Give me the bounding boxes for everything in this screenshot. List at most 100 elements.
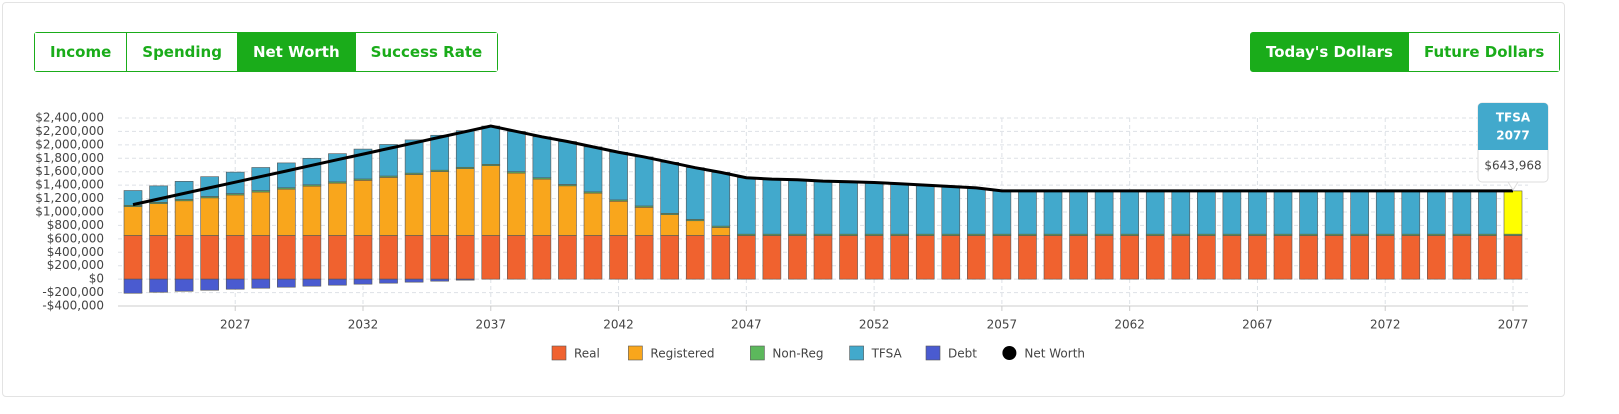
bar-segment xyxy=(353,235,373,280)
y-tick-label: $1,200,000 xyxy=(35,191,104,205)
bar-segment xyxy=(277,278,296,288)
bar-segment xyxy=(737,177,756,235)
bar-segment xyxy=(174,181,194,200)
x-tick-label: 2062 xyxy=(1114,318,1145,332)
bar-segment xyxy=(1452,190,1472,235)
bar-segment xyxy=(1145,235,1165,280)
bar-segment xyxy=(225,235,245,280)
y-tick-label: $1,400,000 xyxy=(35,178,104,192)
bar-segment xyxy=(685,235,705,280)
bar-segment xyxy=(455,235,475,280)
legend-marker xyxy=(628,345,643,361)
y-tick-label: $2,200,000 xyxy=(35,124,104,138)
bar-segment xyxy=(200,235,219,280)
x-tick-label: 2072 xyxy=(1370,318,1401,332)
y-tick-label: $800,000 xyxy=(47,218,104,232)
legend-marker xyxy=(1002,346,1017,360)
y-tick-label: $600,000 xyxy=(47,231,104,245)
bar-segment xyxy=(1273,190,1293,235)
bar-segment xyxy=(737,235,756,280)
bar-segment xyxy=(839,235,858,280)
bar-segment xyxy=(302,157,322,186)
bar-segment xyxy=(711,172,731,227)
bar-segment xyxy=(583,192,603,236)
x-tick-label: 2057 xyxy=(987,318,1018,332)
bar-segment xyxy=(225,278,245,290)
bar-segment xyxy=(1273,235,1293,280)
legend-label: Registered xyxy=(650,347,714,361)
bar-segment xyxy=(634,207,654,236)
bar-segment xyxy=(558,235,577,280)
bar-segment xyxy=(200,197,219,236)
bar-segment xyxy=(455,278,475,281)
x-tick-label: 2027 xyxy=(220,318,251,332)
toggle-button[interactable]: Spending xyxy=(126,33,237,71)
bar-segment xyxy=(379,177,398,236)
bar-segment xyxy=(328,235,347,280)
bar-segment xyxy=(762,178,782,235)
y-tick-label: $0 xyxy=(89,272,104,286)
tooltip-year: 2077 xyxy=(1496,129,1529,143)
x-tick-label: 2032 xyxy=(348,318,379,332)
bar-segment xyxy=(1375,190,1395,235)
bar-segment xyxy=(200,278,219,291)
bar-segment xyxy=(532,136,552,179)
toggle-button[interactable]: Success Rate xyxy=(354,33,498,71)
bar-segment xyxy=(404,174,424,236)
bar-segment xyxy=(1018,190,1037,235)
legend-label: Debt xyxy=(948,347,977,361)
bar-segment xyxy=(532,178,552,236)
bar-segment xyxy=(1427,190,1446,235)
bar-segment xyxy=(481,235,501,280)
y-tick-label: $400,000 xyxy=(47,245,104,259)
bar-segment xyxy=(1094,190,1114,235)
y-tick-label: $200,000 xyxy=(47,258,104,272)
bar-segment xyxy=(1094,235,1114,280)
bar-segment xyxy=(277,235,296,280)
bar-segment xyxy=(634,235,654,280)
bar-segment xyxy=(1350,235,1369,280)
bar-segment xyxy=(507,131,526,173)
bar-segment xyxy=(992,235,1012,280)
bar-segment xyxy=(430,134,449,171)
y-tick-label: $1,600,000 xyxy=(35,164,104,178)
toggle-button[interactable]: Future Dollars xyxy=(1407,33,1560,71)
bar-segment xyxy=(353,278,373,285)
y-tick-label: $2,400,000 xyxy=(35,111,104,125)
bar-segment xyxy=(1197,190,1216,235)
bar-segment xyxy=(149,235,168,280)
bar-segment xyxy=(583,235,603,280)
bar-segment xyxy=(1324,235,1344,280)
bar-segment xyxy=(404,278,424,283)
y-tick-label: $1,800,000 xyxy=(35,151,104,165)
bar-segment xyxy=(1452,235,1472,280)
bar-segment xyxy=(1350,190,1369,235)
bar-segment xyxy=(1324,190,1344,235)
bar-segment xyxy=(277,162,296,189)
bar-segment xyxy=(813,180,833,235)
bar-segment xyxy=(1427,235,1446,280)
bar-segment xyxy=(967,187,986,235)
bar-segment xyxy=(507,172,526,236)
x-tick-label: 2037 xyxy=(476,318,507,332)
bar-segment xyxy=(251,235,271,280)
bar-segment xyxy=(1171,190,1191,235)
bar-segment xyxy=(1248,235,1267,280)
y-tick-label: -$200,000 xyxy=(42,285,104,299)
bar-segment xyxy=(558,141,577,185)
bar-segment xyxy=(711,235,731,280)
bar-segment xyxy=(123,206,143,236)
toggle-button[interactable]: Income xyxy=(35,33,127,71)
bar-segment xyxy=(353,180,373,236)
bar-segment xyxy=(302,185,322,236)
y-tick-label: $2,000,000 xyxy=(35,137,104,151)
bar-segment xyxy=(123,190,143,206)
bar-segment xyxy=(583,146,603,193)
toggle-button[interactable]: Net Worth xyxy=(236,33,355,71)
toggle-button[interactable]: Today's Dollars xyxy=(1251,33,1408,71)
legend-label: Net Worth xyxy=(1024,347,1085,361)
legend-label: TFSA xyxy=(871,347,903,361)
bar-segment xyxy=(890,183,909,235)
bar-segment xyxy=(404,139,424,174)
bar-segment xyxy=(609,235,628,280)
